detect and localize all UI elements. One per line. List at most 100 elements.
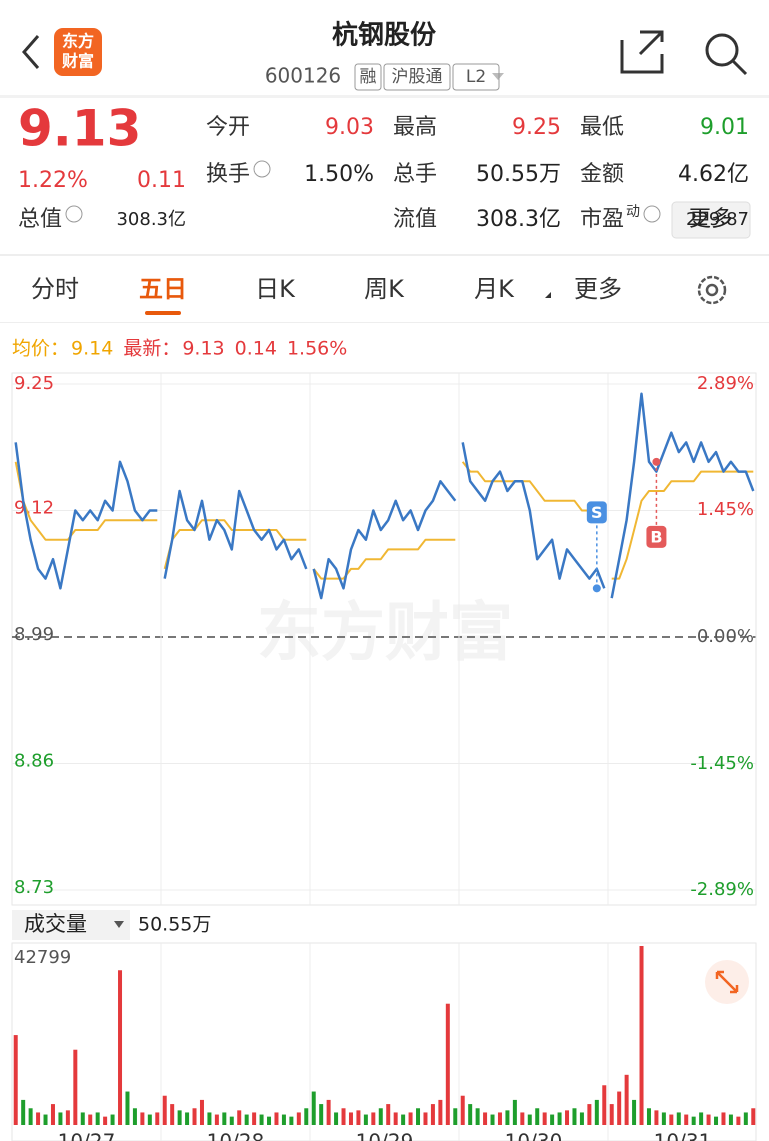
volume-bar: [50, 1104, 55, 1125]
trade-marker-box[interactable]: [586, 501, 607, 524]
dropdown-icon: [114, 921, 124, 928]
price-line: [610, 392, 755, 599]
volume-bar: [378, 1108, 383, 1125]
volume-bar: [505, 1110, 510, 1125]
volume-bar: [609, 1104, 614, 1125]
stock-name: 杭钢股份: [332, 20, 436, 51]
volume-bar: [363, 1114, 368, 1125]
volume-bar: [214, 1114, 219, 1125]
tab[interactable]: 周K: [364, 275, 405, 303]
volume-bar: [267, 1116, 272, 1125]
volume-bar: [460, 1095, 465, 1125]
x-tick-label: 10/28: [207, 1130, 265, 1141]
volume-bar: [438, 1099, 443, 1125]
y2-tick-label: 1.45%: [697, 499, 754, 520]
volume-bar: [73, 1049, 78, 1125]
x-tick-label: 10/27: [58, 1130, 116, 1141]
tab[interactable]: 月K: [474, 275, 515, 303]
volume-bar: [348, 1112, 353, 1125]
volume-bar: [80, 1112, 85, 1125]
field-value: 308.3亿: [476, 207, 561, 232]
volume-bar: [624, 1074, 629, 1125]
field-label: 金额: [580, 162, 624, 187]
volume-bar: [65, 1110, 70, 1125]
more-tab-icon: [545, 292, 551, 298]
more-button-text[interactable]: 更多: [689, 207, 733, 232]
tab[interactable]: 五日: [139, 275, 187, 303]
volume-bar: [669, 1114, 674, 1125]
trade-marker-label: B: [650, 527, 662, 546]
volume-bar: [95, 1112, 100, 1125]
volume-bar: [728, 1114, 733, 1125]
y2-tick-label: 2.89%: [697, 373, 754, 394]
change-pct: 1.22%: [18, 168, 88, 193]
avg-line: [461, 461, 605, 512]
volume-bar: [229, 1116, 234, 1125]
avg-line: [14, 461, 158, 541]
tag: L2: [466, 67, 486, 87]
volume-bar: [401, 1114, 406, 1125]
field-label: 今开: [206, 115, 250, 140]
volume-bar: [334, 1112, 339, 1125]
volume-bar: [527, 1114, 532, 1125]
legend-last-label: 最新：: [123, 338, 180, 360]
volume-bar: [281, 1114, 286, 1125]
tab[interactable]: 更多: [574, 275, 622, 303]
tag-box: [354, 63, 382, 91]
price-line: [163, 489, 308, 579]
volume-bar: [676, 1112, 681, 1125]
volume-bar: [207, 1112, 212, 1125]
volume-selector[interactable]: [12, 910, 130, 940]
y-tick-label: 8.86: [14, 751, 54, 772]
volume-bar: [140, 1112, 145, 1125]
y2-tick-label: -1.45%: [690, 753, 754, 774]
volume-bar: [490, 1114, 495, 1125]
volume-bar: [43, 1114, 48, 1125]
logo[interactable]: [54, 28, 102, 76]
volume-total: 50.55万: [138, 914, 211, 936]
info-icon[interactable]: [643, 205, 661, 223]
search-icon-handle: [731, 59, 748, 76]
volume-bar: [177, 1110, 182, 1125]
volume-bar: [706, 1114, 711, 1125]
tab[interactable]: 分时: [31, 275, 79, 303]
price-line: [312, 480, 457, 600]
settings-icon[interactable]: [697, 275, 727, 305]
volume-bar: [222, 1112, 227, 1125]
volume-bar: [125, 1091, 130, 1125]
search-icon[interactable]: [705, 33, 739, 67]
volume-bar: [36, 1112, 41, 1125]
info-icon[interactable]: [65, 205, 83, 223]
volume-bar: [743, 1112, 748, 1125]
volume-bar: [468, 1104, 473, 1125]
field-label: 总值: [18, 207, 62, 232]
x-tick-label: 10/29: [356, 1130, 414, 1141]
volume-bar: [21, 1099, 26, 1125]
trade-marker-box[interactable]: [646, 525, 667, 548]
volume-bar: [252, 1112, 257, 1125]
y-tick-label: 8.73: [14, 877, 54, 898]
logo-text: 东方: [62, 32, 94, 51]
watermark: 东方财富: [257, 597, 513, 671]
divider: [0, 322, 769, 323]
y-tick-label: 8.99: [14, 624, 54, 645]
dropdown-icon[interactable]: [492, 73, 504, 80]
x-tick-label: 10/31: [654, 1130, 712, 1141]
tab[interactable]: 日K: [255, 275, 296, 303]
field-value: 1.50%: [304, 162, 374, 187]
volume-bar: [155, 1112, 160, 1125]
info-icon[interactable]: [253, 160, 271, 178]
volume-bar: [751, 1108, 756, 1125]
volume-bar: [162, 1095, 167, 1125]
volume-bar: [341, 1108, 346, 1125]
volume-bar: [453, 1108, 458, 1125]
back-icon[interactable]: [22, 35, 40, 69]
field-value: 308.3亿: [116, 209, 186, 230]
volume-bar: [550, 1114, 555, 1125]
share-icon[interactable]: [620, 30, 664, 74]
avg-line: [611, 470, 754, 580]
volume-bar: [199, 1099, 204, 1125]
more-button[interactable]: [671, 201, 751, 239]
volume-label[interactable]: 成交量: [24, 912, 87, 936]
